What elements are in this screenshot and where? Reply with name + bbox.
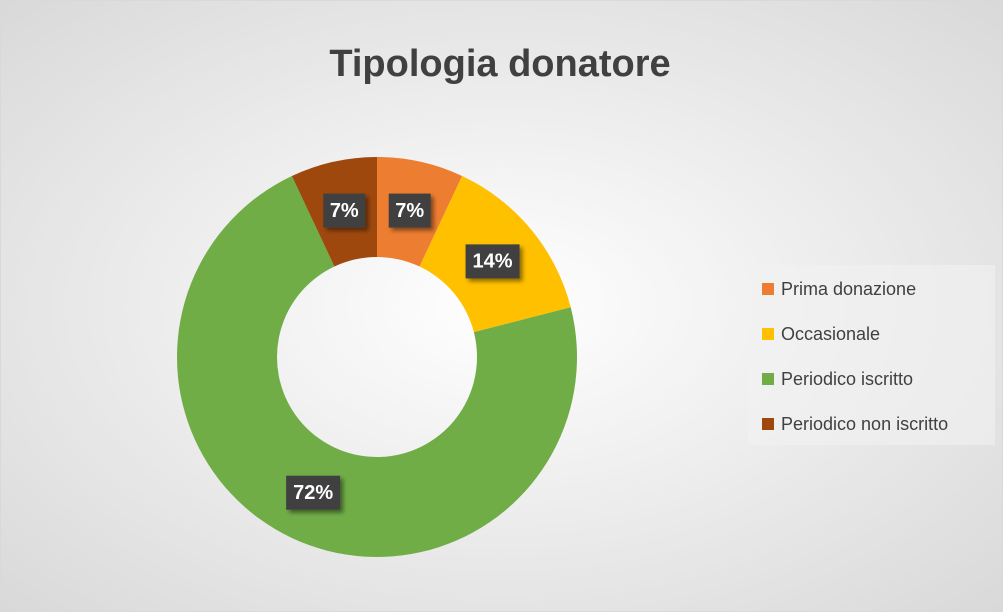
legend-box [748,265,995,445]
data-label-box [286,475,341,510]
data-label: 7% [330,200,359,222]
data-label: 14% [473,251,513,273]
donut-slice [177,176,577,557]
legend-swatch [762,283,774,295]
legend-swatch [762,418,774,430]
legend-label: Periodico iscritto [781,369,913,389]
legend-swatch [762,373,774,385]
data-label-box [388,193,431,228]
chart-title: Tipologia donatore [329,43,670,85]
legend-label: Prima donazione [781,279,916,299]
legend-swatch [762,328,774,340]
data-label-box [465,244,520,279]
data-label: 7% [395,200,424,222]
data-label: 72% [293,482,333,504]
data-label-box [323,193,366,228]
legend-label: Periodico non iscritto [781,414,948,434]
legend-label: Occasionale [781,324,880,344]
